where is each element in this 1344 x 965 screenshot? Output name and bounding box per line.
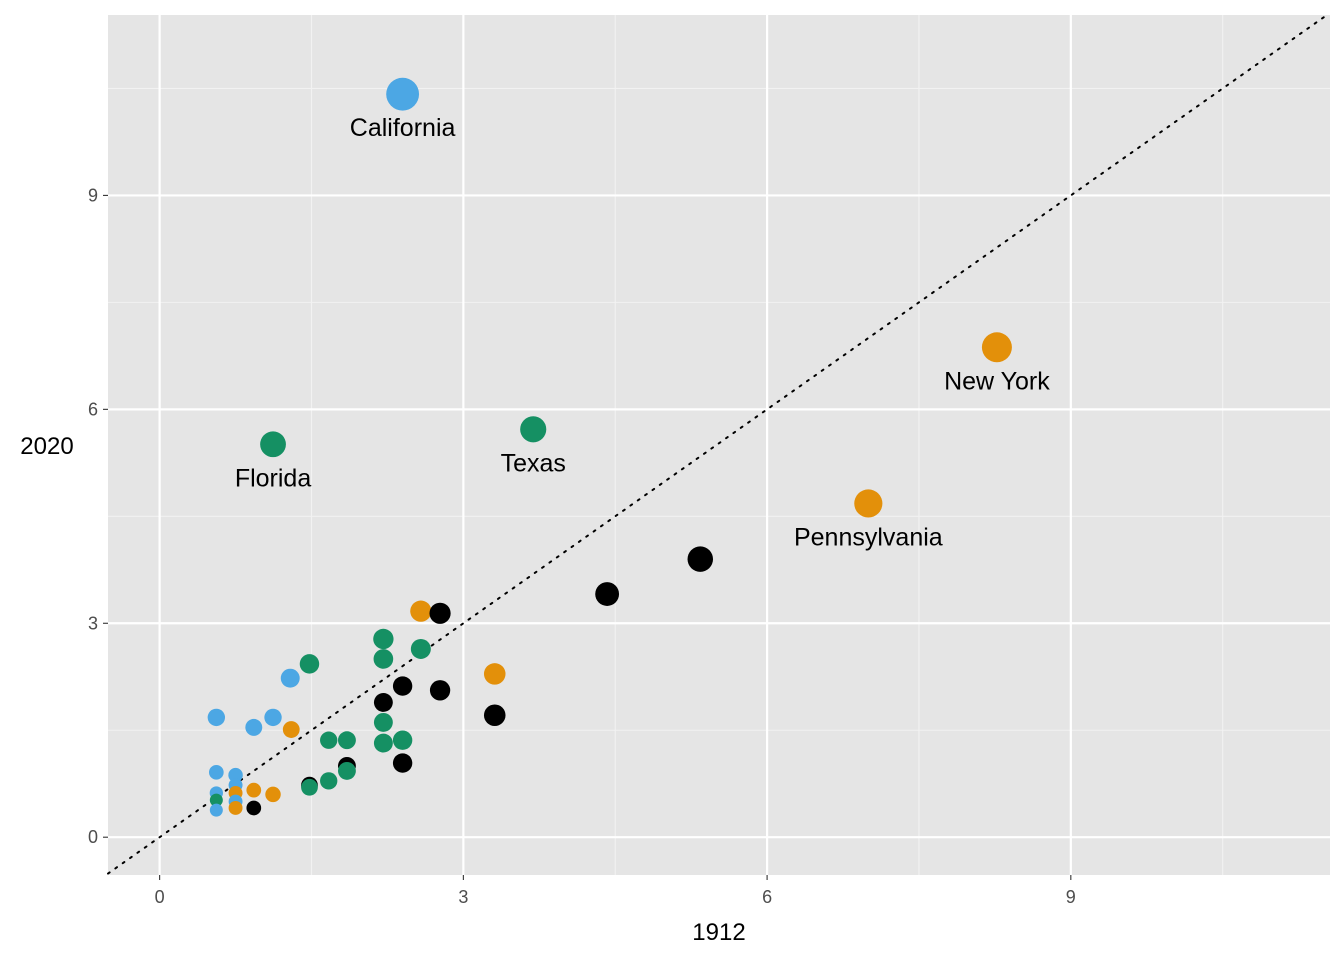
data-point <box>373 733 393 753</box>
x-tick-label: 6 <box>762 887 772 907</box>
data-point <box>981 332 1012 363</box>
plot-panel <box>108 15 1330 875</box>
data-points <box>207 77 1012 817</box>
y-tick-label: 6 <box>88 399 98 419</box>
data-point <box>299 654 320 674</box>
data-point <box>854 489 883 518</box>
data-point <box>595 582 620 606</box>
data-point <box>410 600 432 622</box>
data-point <box>265 786 281 803</box>
data-point <box>429 680 451 701</box>
point-label: California <box>350 114 456 142</box>
x-tick-label: 0 <box>155 887 165 907</box>
data-point <box>386 77 420 111</box>
data-point <box>483 704 506 727</box>
identity-line <box>107 14 1328 875</box>
data-point <box>392 753 413 773</box>
data-point <box>282 721 300 738</box>
x-axis-title: 1912 <box>692 919 745 946</box>
data-point <box>392 676 413 696</box>
data-point <box>246 782 262 798</box>
data-point <box>410 638 431 659</box>
data-point <box>301 778 318 796</box>
data-point <box>373 649 394 669</box>
data-point <box>337 731 356 750</box>
x-tick-label: 3 <box>458 887 468 907</box>
data-point <box>246 800 262 816</box>
data-point <box>373 628 394 650</box>
point-label: New York <box>944 367 1050 395</box>
x-tick-label: 9 <box>1066 887 1076 907</box>
data-point <box>207 708 226 727</box>
data-point <box>483 663 506 685</box>
data-point <box>245 718 263 736</box>
data-point <box>687 546 714 572</box>
grid-lines <box>108 15 1330 875</box>
data-point <box>209 803 223 817</box>
point-label: Texas <box>501 449 566 477</box>
data-point <box>209 793 223 807</box>
data-point <box>209 764 224 780</box>
y-tick-label: 9 <box>88 185 98 205</box>
axes: 0 3 6 9 0 3 6 9 <box>88 185 1076 907</box>
data-point <box>337 761 356 780</box>
point-label: Florida <box>235 464 312 492</box>
data-point <box>260 431 286 458</box>
data-point <box>373 692 393 712</box>
data-point <box>320 731 338 749</box>
point-labels: California New York Texas Florida Pennsylvan… <box>235 114 1050 551</box>
y-axis-title: 2020 <box>20 433 73 460</box>
data-point <box>280 668 300 688</box>
data-point <box>320 772 338 790</box>
data-point <box>373 712 393 732</box>
reference-line <box>107 14 1328 875</box>
y-tick-label: 3 <box>88 613 98 633</box>
data-point <box>520 416 547 443</box>
data-point <box>228 767 243 783</box>
data-point <box>228 801 243 815</box>
point-label: Pennsylvania <box>794 523 943 551</box>
data-point <box>264 708 282 727</box>
data-point <box>392 730 413 750</box>
y-tick-label: 0 <box>88 827 98 847</box>
data-point <box>429 602 451 624</box>
